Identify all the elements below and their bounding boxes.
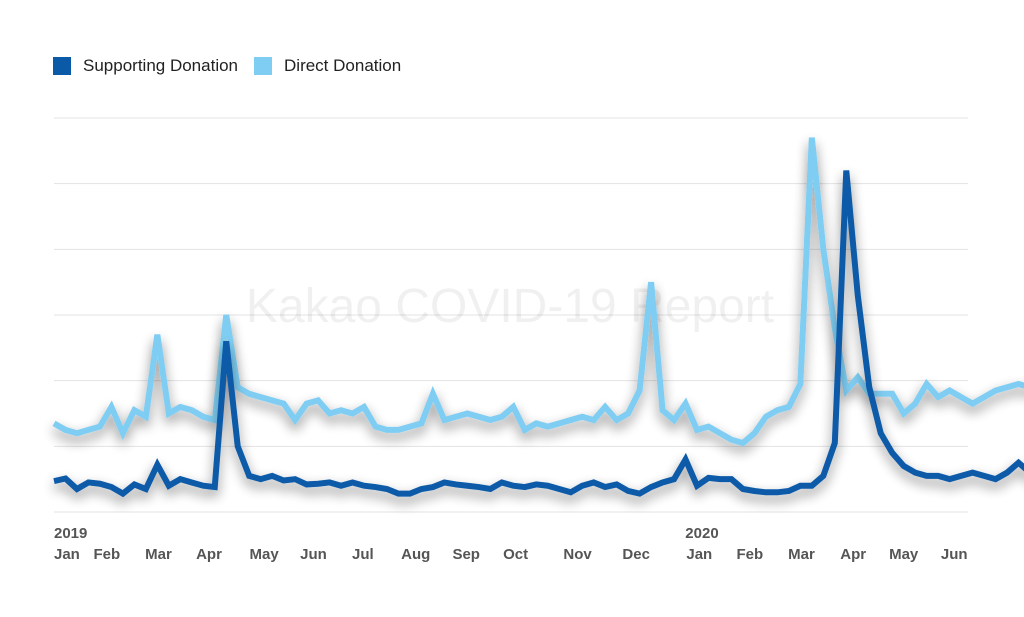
- legend-swatch-direct: [254, 57, 273, 75]
- x-tick-label: Nov: [563, 546, 592, 563]
- x-tick-label: Feb: [93, 546, 120, 563]
- x-tick-label: Jan: [686, 546, 712, 563]
- series-line-supporting: [53, 170, 1024, 498]
- x-year-label: 2020: [685, 525, 718, 542]
- x-tick-label: Jun: [300, 546, 327, 563]
- x-tick-label: Sep: [452, 546, 480, 563]
- x-tick-label: Dec: [622, 546, 650, 563]
- x-tick-label: May: [889, 546, 919, 563]
- x-tick-label: Jul: [352, 546, 374, 563]
- x-tick-label: Jan: [54, 546, 80, 563]
- x-tick-label: Mar: [788, 546, 815, 563]
- series-line-direct: [52, 137, 1024, 447]
- series-lines: [52, 137, 1024, 498]
- legend: Supporting Donation Direct Donation: [53, 56, 401, 76]
- x-axis: Jan Feb Mar Apr May Jun Jul Aug Sep Oct Nov Dec Jan F…: [54, 525, 968, 563]
- x-tick-label: Jun: [941, 546, 968, 563]
- x-tick-label: May: [250, 546, 280, 563]
- x-tick-label: Mar: [145, 546, 172, 563]
- legend-label-direct: Direct Donation: [284, 56, 402, 75]
- x-tick-label: Feb: [736, 546, 763, 563]
- x-tick-label: Aug: [401, 546, 430, 563]
- legend-item-direct[interactable]: Direct Donation: [254, 56, 401, 76]
- x-tick-label: Apr: [840, 546, 866, 563]
- legend-item-supporting[interactable]: Supporting Donation: [53, 56, 238, 76]
- x-year-label: 2019: [54, 525, 87, 542]
- legend-swatch-supporting: [53, 57, 71, 75]
- legend-label-supporting: Supporting Donation: [83, 56, 239, 75]
- x-tick-label: Oct: [503, 546, 528, 563]
- watermark-text: Kakao COVID-19 Report: [246, 280, 774, 333]
- x-tick-label: Apr: [196, 546, 222, 563]
